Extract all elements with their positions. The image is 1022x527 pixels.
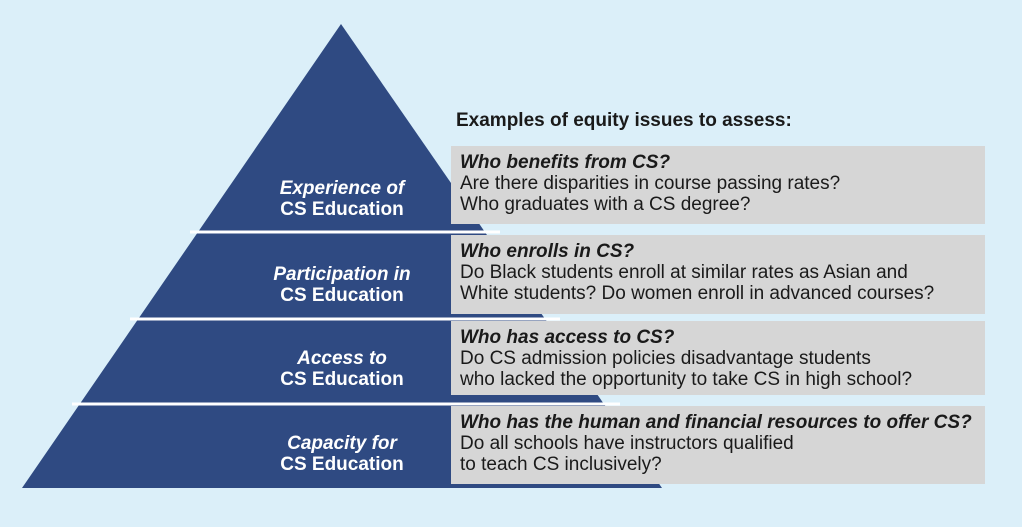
examples-heading: Examples of equity issues to assess:: [456, 110, 792, 131]
tier-label-line1: Capacity for: [287, 433, 397, 454]
issue-box-experience: Who benefits from CS? Are there disparit…: [451, 146, 985, 224]
issue-text-line2: Who graduates with a CS degree?: [460, 194, 751, 215]
tier-label-line2: CS Education: [280, 285, 404, 306]
issue-text-line2: to teach CS inclusively?: [460, 454, 662, 475]
issue-question: Who has the human and financial resource…: [460, 412, 972, 433]
tier-label-line2: CS Education: [280, 454, 404, 475]
issue-text-line1: Do Black students enroll at similar rate…: [460, 262, 908, 283]
tier-label-line2: CS Education: [280, 199, 404, 220]
issue-box-participation: Who enrolls in CS? Do Black students enr…: [451, 235, 985, 314]
issue-question: Who has access to CS?: [460, 327, 675, 348]
tier-label-line1: Participation in: [273, 264, 411, 285]
issue-box-capacity: Who has the human and financial resource…: [451, 406, 985, 484]
issue-box-access: Who has access to CS? Do CS admission po…: [451, 321, 985, 395]
tier-label-participation: Participation in CS Education: [252, 264, 432, 306]
issue-question: Who enrolls in CS?: [460, 241, 635, 262]
issue-text-line1: Are there disparities in course passing …: [460, 173, 841, 194]
tier-label-line1: Access to: [297, 348, 387, 369]
issue-question: Who benefits from CS?: [460, 152, 671, 173]
issue-text-line1: Do CS admission policies disadvantage st…: [460, 348, 871, 369]
tier-label-experience: Experience of CS Education: [252, 178, 432, 220]
issue-text-line2: who lacked the opportunity to take CS in…: [460, 369, 913, 390]
tier-label-line2: CS Education: [280, 369, 404, 390]
issue-text-line1: Do all schools have instructors qualifie…: [460, 433, 794, 454]
tier-label-access: Access to CS Education: [252, 348, 432, 390]
tier-label-capacity: Capacity for CS Education: [252, 433, 432, 475]
tier-label-line1: Experience of: [279, 178, 405, 199]
issue-text-line2: White students? Do women enroll in advan…: [460, 283, 935, 304]
